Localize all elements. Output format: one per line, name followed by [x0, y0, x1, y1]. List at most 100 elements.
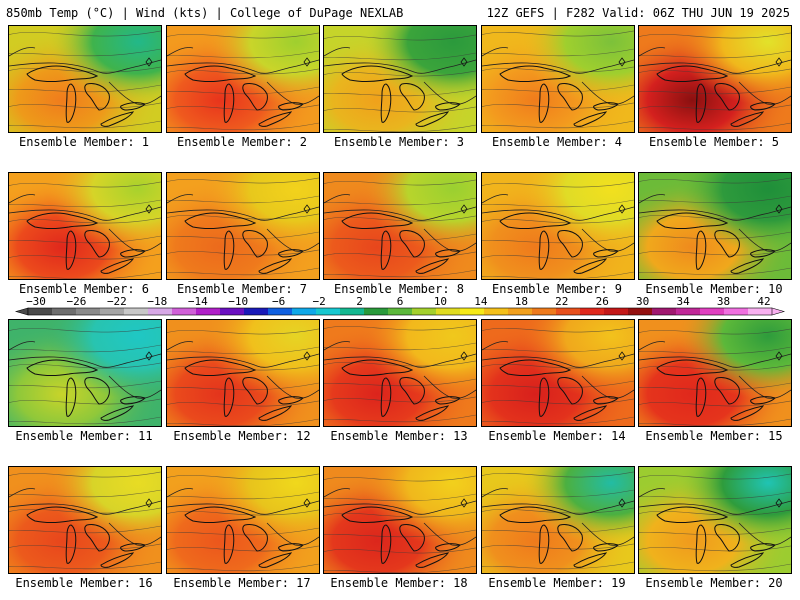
isoline	[9, 217, 161, 224]
isoline	[324, 269, 476, 278]
ensemble-map-panel	[481, 466, 635, 574]
border-line	[738, 228, 791, 252]
ensemble-member-label: Ensemble Member: 16	[15, 576, 153, 590]
border-line	[482, 194, 509, 204]
isoline	[9, 380, 161, 389]
isoline	[482, 326, 634, 333]
ensemble-member-label: Ensemble Member: 20	[645, 576, 783, 590]
isoline	[9, 525, 161, 534]
border-line	[324, 47, 351, 57]
border-line	[482, 59, 634, 74]
isoline	[324, 396, 476, 403]
temperature-field-map	[167, 173, 319, 279]
isoline	[167, 32, 319, 39]
great-lake-outline	[399, 524, 425, 552]
border-line	[482, 488, 509, 498]
great-lake-outline	[258, 405, 293, 421]
isoline	[167, 418, 319, 426]
colorbar-swatch	[724, 308, 749, 315]
colorbar-swatch	[172, 308, 197, 315]
city-marker-icon	[775, 498, 783, 508]
great-lake-outline	[242, 524, 268, 552]
great-lake-outline	[341, 65, 414, 82]
isoline	[482, 199, 634, 208]
isoline	[167, 473, 319, 480]
great-lake-outline	[242, 377, 268, 405]
temperature-field-map	[324, 467, 476, 573]
isoline	[9, 362, 161, 369]
ensemble-member-label: Ensemble Member: 10	[645, 282, 783, 296]
border-line	[167, 488, 194, 498]
isoline	[482, 362, 634, 369]
isoline	[167, 267, 319, 276]
great-lake-outline	[84, 230, 110, 258]
temperature-field-map	[639, 467, 791, 573]
great-lake-outline	[65, 524, 77, 564]
isoline	[167, 491, 319, 500]
great-lake-outline	[714, 377, 740, 405]
colorbar-swatch	[532, 308, 557, 315]
isoline	[639, 346, 791, 355]
ensemble-member-label: Ensemble Member: 17	[173, 576, 311, 590]
temperature-field-map	[482, 173, 634, 279]
border-line	[482, 353, 634, 368]
isoline	[482, 380, 634, 389]
colorbar-max-arrow	[771, 307, 786, 316]
ensemble-map-panel	[8, 466, 162, 574]
great-lake-outline	[399, 83, 425, 111]
border-line	[266, 228, 319, 252]
border-line	[108, 375, 161, 399]
great-lake-outline	[499, 359, 572, 376]
border-line	[423, 228, 476, 252]
colorbar-swatch	[268, 308, 293, 315]
great-lake-outline	[593, 102, 619, 111]
run-valid-time: 12Z GEFS | F282 Valid: 06Z THU JUN 19 20…	[486, 6, 790, 20]
isoline	[9, 199, 161, 208]
great-lake-outline	[695, 230, 707, 270]
colorbar-swatch	[100, 308, 125, 315]
isoline	[639, 545, 791, 552]
isoline	[482, 471, 634, 478]
border-line	[324, 206, 476, 221]
great-lake-outline	[538, 377, 550, 417]
colorbar-tick-label: 10	[434, 296, 447, 308]
isoline	[324, 179, 476, 186]
ensemble-member-label: Ensemble Member: 15	[645, 429, 783, 443]
great-lake-outline	[573, 258, 608, 274]
great-lake-outline	[730, 552, 765, 568]
isoline	[167, 563, 319, 572]
isoline	[167, 213, 319, 220]
isoline	[482, 235, 634, 244]
colorbar-tick-label: 22	[555, 296, 568, 308]
ensemble-map-panel	[8, 172, 162, 280]
isoline	[9, 344, 161, 353]
ensemble-member-label: Ensemble Member: 5	[648, 135, 780, 149]
isoline	[482, 253, 634, 260]
great-lake-outline	[380, 377, 392, 417]
great-lake-outline	[415, 405, 450, 421]
isoline	[167, 364, 319, 371]
city-marker-icon	[303, 498, 311, 508]
border-line	[9, 488, 36, 498]
isoline	[324, 378, 476, 387]
ensemble-member-label: Ensemble Member: 13	[330, 429, 468, 443]
great-lake-outline	[750, 102, 776, 111]
border-line	[482, 47, 509, 57]
isoline	[324, 215, 476, 222]
great-lake-outline	[223, 377, 235, 417]
temperature-field-map	[167, 26, 319, 132]
great-lake-outline	[656, 65, 729, 82]
ensemble-map-panel	[323, 466, 477, 574]
isoline	[324, 197, 476, 206]
great-lake-outline	[695, 377, 707, 417]
city-marker-icon	[618, 498, 626, 508]
ensemble-member-label: Ensemble Member: 9	[491, 282, 623, 296]
colorbar-tick-label: −22	[107, 296, 127, 308]
border-line	[324, 488, 351, 498]
isoline	[167, 104, 319, 111]
isoline	[482, 525, 634, 534]
colorbar-tick-label: −6	[272, 296, 285, 308]
isoline	[9, 253, 161, 260]
isoline	[639, 563, 791, 572]
colorbar-swatch	[460, 308, 485, 315]
